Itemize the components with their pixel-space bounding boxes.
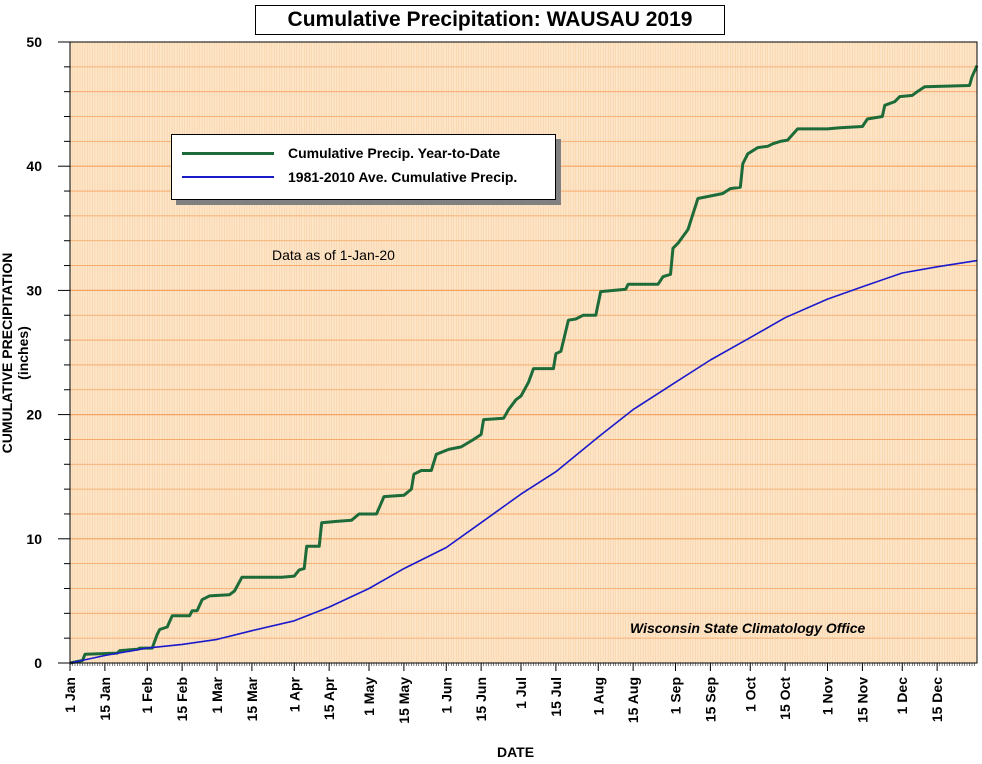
x-tick-label: 15 Apr: [321, 676, 337, 720]
x-tick-label: 15 Jan: [97, 677, 113, 721]
x-tick-label: 15 Jun: [473, 677, 489, 721]
y-tick-label: 40: [26, 158, 42, 174]
x-axis: 1 Jan 15 Jan 1 Feb 15 Feb 1 Mar 15 Mar 1 Apr 15…: [62, 663, 975, 724]
x-tick-label: 1 Sep: [667, 677, 683, 714]
series-line-normal: [69, 259, 978, 664]
legend-swatch-ytd: [182, 151, 274, 155]
major-gridlines: [70, 66, 977, 639]
x-tick-label: 1 Aug: [590, 677, 606, 715]
x-tick-label: 1 Jul: [513, 677, 529, 709]
x-tick-label: 1 Mar: [209, 676, 225, 713]
legend-label-ytd: Cumulative Precip. Year-to-Date: [288, 145, 501, 161]
x-tick-label: 1 Feb: [139, 677, 155, 714]
y-axis-label: CUMULATIVE PRECIPITATION (inches): [0, 252, 31, 454]
x-tick-label: 1 Jun: [438, 677, 454, 714]
x-tick-label: 15 Mar: [244, 676, 260, 721]
y-tick-label: 20: [26, 407, 42, 423]
x-axis-label: DATE: [497, 744, 535, 760]
x-tick-label: 15 May: [396, 677, 412, 724]
y-tick-label: 50: [26, 34, 42, 50]
x-tick-label: 1 Jan: [62, 677, 78, 713]
series-layer: [69, 64, 979, 665]
legend-swatch-normal: [182, 176, 274, 178]
x-tick-label: 15 Jul: [548, 677, 564, 717]
source-credit: Wisconsin State Climatology Office: [630, 620, 866, 636]
legend-entry-ytd: Cumulative Precip. Year-to-Date: [182, 143, 500, 163]
x-tick-label: 1 Dec: [894, 677, 910, 715]
chart-legend: Cumulative Precip. Year-to-Date 1981-201…: [171, 134, 556, 200]
series-line-ytd: [69, 64, 979, 665]
x-tick-label: 1 Oct: [742, 677, 758, 712]
data-as-of-note: Data as of 1-Jan-20: [272, 247, 395, 263]
legend-label-normal: 1981-2010 Ave. Cumulative Precip.: [288, 169, 518, 185]
legend-entry-normal: 1981-2010 Ave. Cumulative Precip.: [182, 167, 517, 187]
x-tick-label: 1 Apr: [286, 676, 302, 712]
x-tick-label: 15 Dec: [929, 677, 945, 722]
x-tick-label: 15 Sep: [702, 677, 718, 722]
y-tick-label: 0: [34, 655, 42, 671]
y-axis: 0 10 20 30 40 50: [26, 34, 70, 671]
x-tick-label: 15 Oct: [777, 677, 793, 720]
x-tick-label: 15 Nov: [854, 677, 870, 723]
x-tick-label: 1 May: [361, 677, 377, 716]
x-tick-label: 15 Aug: [625, 677, 641, 723]
y-tick-label: 30: [26, 282, 42, 298]
x-tick-label: 15 Feb: [174, 677, 190, 721]
y-tick-label: 10: [26, 531, 42, 547]
x-tick-label: 1 Nov: [819, 677, 835, 715]
chart-title: Cumulative Precipitation: WAUSAU 2019: [255, 5, 725, 35]
